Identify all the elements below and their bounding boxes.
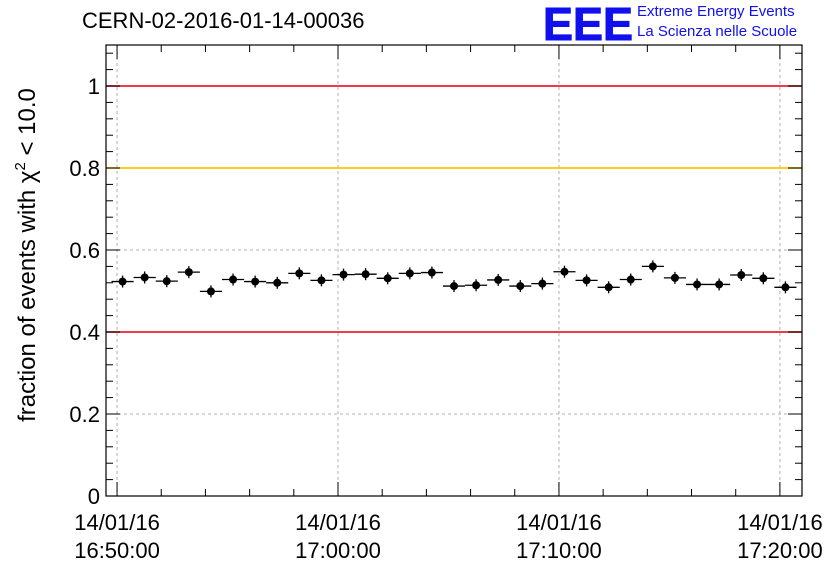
logo-caption-line2: La Scienza nelle Scuole bbox=[637, 23, 798, 40]
data-point-marker bbox=[251, 277, 260, 286]
data-point-marker bbox=[781, 283, 790, 292]
data-point-marker bbox=[759, 274, 768, 283]
y-tick-label: 0 bbox=[88, 484, 100, 509]
data-point-marker bbox=[162, 277, 171, 286]
chart-title: CERN-02-2016-01-14-00036 bbox=[82, 8, 365, 33]
data-point-marker bbox=[317, 276, 326, 285]
plot-frame bbox=[105, 44, 803, 497]
data-point-marker bbox=[494, 275, 503, 284]
data-point bbox=[244, 275, 267, 288]
data-point bbox=[752, 272, 775, 285]
x-tick-label-time: 16:50:00 bbox=[74, 538, 160, 563]
eee-logo-text: EEE bbox=[543, 0, 633, 44]
data-point bbox=[133, 271, 156, 284]
data-point bbox=[288, 267, 311, 280]
x-tick-label-date: 14/01/16 bbox=[737, 510, 823, 535]
data-point-marker bbox=[604, 283, 613, 292]
eee-logo: EEE bbox=[543, 0, 634, 44]
y-axis-label-exponent: 2 bbox=[12, 162, 29, 170]
reference-lines bbox=[106, 85, 802, 333]
data-point bbox=[310, 274, 333, 287]
data-point-marker bbox=[560, 267, 569, 276]
data-point bbox=[531, 277, 554, 290]
x-tick-label-date: 14/01/16 bbox=[295, 510, 381, 535]
data-point-marker bbox=[626, 275, 635, 284]
data-point bbox=[442, 280, 466, 293]
y-tick-label: 1 bbox=[88, 74, 100, 99]
data-point bbox=[465, 279, 488, 292]
data-point-marker bbox=[339, 270, 348, 279]
data-point bbox=[354, 268, 377, 281]
y-tick-label: 0.8 bbox=[69, 156, 100, 181]
y-axis-label: fraction of events with χ2 < 10.0 bbox=[12, 88, 41, 422]
x-tick-label-time: 17:10:00 bbox=[516, 538, 602, 563]
data-point-marker bbox=[118, 277, 127, 286]
data-point-marker bbox=[273, 278, 282, 287]
data-point-marker bbox=[715, 280, 724, 289]
y-tick-label: 0.4 bbox=[69, 320, 100, 345]
y-axis-label-symbol: χ bbox=[14, 170, 41, 183]
data-point bbox=[155, 275, 178, 288]
x-tick-label-time: 17:00:00 bbox=[295, 538, 381, 563]
data-point bbox=[376, 272, 399, 285]
y-axis-label-prefix: fraction of events with bbox=[14, 183, 41, 422]
data-points bbox=[111, 260, 797, 298]
data-point-marker bbox=[295, 269, 304, 278]
data-point-marker bbox=[229, 275, 238, 284]
data-point bbox=[597, 281, 620, 294]
y-tick-label: 0.2 bbox=[69, 402, 100, 427]
data-point bbox=[774, 281, 797, 294]
data-point-marker bbox=[693, 280, 702, 289]
x-tick-label-date: 14/01/16 bbox=[516, 510, 602, 535]
data-point-marker bbox=[538, 279, 547, 288]
data-point bbox=[111, 275, 134, 288]
data-point-marker bbox=[206, 287, 215, 296]
data-point-marker bbox=[737, 271, 746, 280]
data-point-marker bbox=[427, 268, 436, 277]
x-tick-labels: 14/01/16 16:50:00 14/01/16 17:00:00 14/01/16… bbox=[74, 510, 822, 563]
data-point bbox=[553, 265, 576, 278]
y-tick-labels: 0 0.2 0.4 0.6 0.8 1 bbox=[69, 74, 100, 509]
data-point-marker bbox=[670, 273, 679, 282]
data-point bbox=[663, 271, 686, 284]
grid-lines bbox=[106, 45, 802, 496]
data-point bbox=[420, 266, 443, 279]
y-axis-label-suffix: < 10.0 bbox=[14, 88, 41, 162]
data-point bbox=[199, 285, 222, 298]
data-point-marker bbox=[472, 281, 481, 290]
data-point-marker bbox=[383, 274, 392, 283]
data-point bbox=[487, 273, 510, 286]
data-point-marker bbox=[648, 262, 657, 271]
x-tick-label-time: 17:20:00 bbox=[737, 538, 823, 563]
x-tick-label-date: 14/01/16 bbox=[74, 510, 160, 535]
data-point bbox=[509, 280, 532, 293]
data-point bbox=[641, 260, 664, 273]
data-point bbox=[575, 274, 598, 287]
data-point-marker bbox=[582, 276, 591, 285]
data-point-marker bbox=[450, 282, 458, 291]
data-point bbox=[730, 269, 753, 282]
data-point-marker bbox=[361, 270, 370, 279]
data-point-marker bbox=[516, 282, 525, 291]
data-point-marker bbox=[184, 268, 193, 277]
data-point-marker bbox=[140, 273, 149, 282]
data-point bbox=[177, 266, 200, 279]
data-point bbox=[266, 276, 289, 289]
logo-caption-line1: Extreme Energy Events bbox=[637, 3, 795, 20]
data-point bbox=[332, 268, 355, 281]
data-point bbox=[686, 278, 709, 291]
data-point bbox=[619, 273, 642, 286]
data-point bbox=[398, 267, 421, 280]
data-point-marker bbox=[405, 269, 414, 278]
y-tick-label: 0.6 bbox=[69, 238, 100, 263]
data-point bbox=[708, 278, 731, 291]
axis-ticks bbox=[106, 45, 802, 497]
data-point bbox=[222, 273, 245, 286]
